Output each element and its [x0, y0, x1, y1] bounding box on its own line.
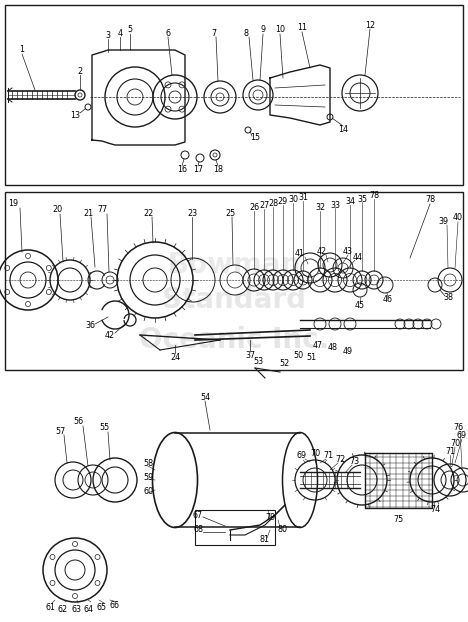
- Text: 54: 54: [200, 392, 210, 401]
- Text: 32: 32: [315, 203, 325, 213]
- Text: 7: 7: [212, 29, 217, 37]
- Text: 74: 74: [430, 506, 440, 514]
- Text: 62: 62: [58, 605, 68, 615]
- Text: 1: 1: [20, 45, 24, 55]
- Text: 17: 17: [193, 165, 203, 175]
- Text: 67: 67: [193, 511, 203, 519]
- Text: 5: 5: [127, 26, 132, 34]
- Text: 34: 34: [345, 198, 355, 207]
- Text: 25: 25: [225, 208, 235, 218]
- Text: 70: 70: [310, 450, 320, 458]
- Text: 78: 78: [369, 192, 379, 200]
- Text: 72: 72: [335, 455, 345, 465]
- Text: 61: 61: [45, 603, 55, 611]
- Text: 60: 60: [143, 486, 153, 496]
- Text: 13: 13: [70, 111, 80, 119]
- Text: 19: 19: [8, 200, 18, 208]
- Text: 3: 3: [105, 32, 110, 40]
- Text: 21: 21: [83, 208, 93, 218]
- Text: 29: 29: [278, 198, 288, 207]
- Text: 59: 59: [143, 473, 153, 481]
- Text: Bowman: Bowman: [168, 251, 300, 279]
- Text: 58: 58: [143, 458, 153, 468]
- Text: 73: 73: [349, 458, 359, 466]
- Text: 71: 71: [323, 452, 333, 460]
- Text: 66: 66: [110, 600, 120, 610]
- Text: 6: 6: [166, 29, 170, 37]
- Text: 70: 70: [450, 440, 460, 448]
- Text: 40: 40: [453, 213, 463, 223]
- Text: 80: 80: [277, 526, 287, 534]
- Text: 33: 33: [330, 200, 340, 210]
- Text: 49: 49: [343, 346, 353, 356]
- Text: 48: 48: [328, 343, 338, 353]
- Text: 56: 56: [73, 417, 83, 427]
- Text: 69: 69: [457, 432, 467, 440]
- Text: 52: 52: [280, 360, 290, 368]
- Text: 8: 8: [243, 29, 249, 37]
- Text: 50: 50: [293, 351, 303, 360]
- Text: 53: 53: [253, 358, 263, 366]
- Text: 47: 47: [313, 340, 323, 350]
- Text: 42: 42: [317, 248, 327, 256]
- Text: 76: 76: [453, 424, 463, 432]
- Text: 42: 42: [105, 330, 115, 340]
- Text: 12: 12: [365, 21, 375, 29]
- Text: 16: 16: [177, 165, 187, 175]
- Text: 27: 27: [259, 202, 269, 210]
- Text: 57: 57: [55, 427, 65, 437]
- Text: 30: 30: [288, 195, 298, 205]
- Text: 69: 69: [297, 452, 307, 460]
- Text: 44: 44: [353, 254, 363, 262]
- Text: 64: 64: [84, 605, 94, 615]
- Text: 43: 43: [343, 248, 353, 256]
- Text: 46: 46: [383, 295, 393, 305]
- Text: 10: 10: [275, 26, 285, 34]
- Text: 15: 15: [250, 134, 260, 142]
- Bar: [5, 192, 463, 370]
- Text: 45: 45: [355, 302, 365, 310]
- Text: 2: 2: [77, 68, 82, 77]
- Text: 20: 20: [52, 205, 62, 215]
- Text: 39: 39: [438, 218, 448, 226]
- Text: 55: 55: [100, 424, 110, 432]
- Text: 77: 77: [97, 205, 107, 215]
- Text: 24: 24: [170, 353, 180, 361]
- Text: 75: 75: [393, 516, 403, 524]
- Text: 38: 38: [443, 294, 453, 302]
- Text: 31: 31: [298, 193, 308, 203]
- Bar: [5, 5, 463, 185]
- Text: Oceanic Inc.: Oceanic Inc.: [139, 326, 329, 354]
- Text: 35: 35: [357, 195, 367, 203]
- Text: 22: 22: [143, 208, 153, 218]
- Text: 63: 63: [71, 605, 81, 615]
- Text: 9: 9: [260, 26, 265, 34]
- Text: 37: 37: [245, 351, 255, 360]
- Text: 28: 28: [268, 200, 278, 208]
- Text: 11: 11: [297, 24, 307, 32]
- Text: 4: 4: [117, 29, 123, 37]
- Text: 23: 23: [187, 208, 197, 218]
- Text: 65: 65: [97, 603, 107, 611]
- Text: Standard: Standard: [162, 286, 306, 314]
- Text: 41: 41: [295, 249, 305, 259]
- Text: 71: 71: [445, 447, 455, 457]
- Text: 51: 51: [306, 353, 316, 363]
- Text: 18: 18: [213, 165, 223, 175]
- Text: 81: 81: [259, 536, 269, 544]
- Text: 14: 14: [338, 126, 348, 134]
- Text: 36: 36: [85, 320, 95, 330]
- Text: 26: 26: [249, 203, 259, 213]
- Text: 79: 79: [265, 514, 275, 522]
- Text: 78: 78: [425, 195, 435, 205]
- Bar: [195, 510, 275, 545]
- Text: 68: 68: [193, 526, 203, 534]
